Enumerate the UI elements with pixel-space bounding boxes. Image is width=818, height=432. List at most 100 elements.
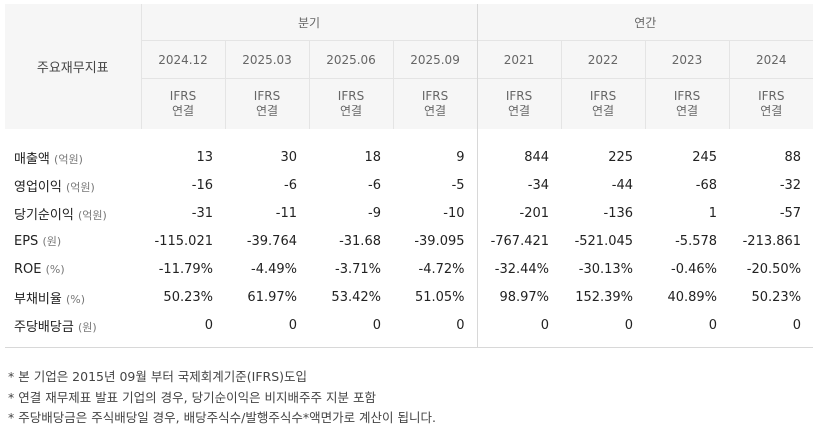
table-cell: -16 (191, 177, 213, 193)
row-label: 주당배당금 (원) (5, 311, 141, 348)
row-unit: (억원) (54, 152, 83, 166)
table-cell: -39.095 (393, 227, 478, 255)
row-unit: (원) (77, 320, 97, 334)
footnote: * 연결 재무제표 발표 기업의 경우, 당기순이익은 비지배주주 지분 포함 (8, 389, 376, 405)
row-unit: (원) (42, 235, 62, 248)
row-label-text: 당기순이익 (14, 207, 74, 223)
table-cell: 245 (692, 149, 718, 165)
row-label: ROE (%) (5, 255, 141, 283)
table-cell: -213.861 (742, 233, 802, 249)
table-cell: 18 (364, 149, 381, 165)
row-label-text: 매출액 (14, 151, 50, 167)
table-cell: -5 (393, 171, 478, 199)
row-unit: (%) (45, 262, 65, 276)
table-cell: 98.97% (499, 289, 550, 305)
row-label-text: EPS (14, 234, 39, 249)
row-label: 당기순이익 (억원) (5, 199, 141, 227)
table-cell: 13 (196, 149, 213, 165)
table-cell: -20.50% (746, 261, 802, 277)
row-label-text: 영업이익 (14, 179, 62, 195)
table-cell: -6 (284, 177, 297, 193)
table-cell: -6 (368, 177, 381, 193)
table-cell: -10 (393, 199, 478, 227)
table-cell: 0 (309, 311, 393, 348)
row-label: EPS (원) (5, 227, 141, 255)
table-cell: -34 (527, 177, 550, 193)
basis-header: IFRS 연결 (477, 78, 562, 129)
table-cell: 0 (225, 311, 309, 348)
period-header: 2022 (560, 40, 646, 79)
table-cell: -201 (519, 205, 550, 221)
footnotes: * 본 기업은 2015년 09월 부터 국제회계기준(IFRS)도입 * 연결… (8, 367, 436, 429)
table-cell: -4.72% (393, 255, 478, 283)
period-header: 2025.03 (224, 40, 309, 79)
table-cell: 53.42% (331, 289, 381, 305)
financial-indicators-table: 주요재무지표 분기 연간 2024.12 2025.03 2025.06 202… (5, 4, 814, 348)
table-cell: 88 (784, 149, 802, 165)
table-cell: 40.89% (667, 289, 718, 305)
table-row: EPS (원) -115.021 -39.764 -31.68 -39.095 -767.… (5, 227, 813, 255)
table-row: 주당배당금 (원) 0 0 0 0 0 0 0 0 (5, 311, 814, 348)
table-row: 당기순이익 (억원) -31 -11 -9 -10 -201 -136 1 -57 (5, 199, 813, 227)
table-cell: 50.23% (163, 289, 213, 305)
basis-header: IFRS 연결 (728, 78, 814, 129)
table-cell: 0 (393, 311, 478, 348)
table-cell: -31.68 (339, 233, 381, 249)
table-cell: -9 (368, 205, 381, 221)
table-cell: -136 (603, 205, 634, 221)
corner-label: 주요재무지표 (5, 4, 142, 129)
table-cell: -4.49% (251, 261, 297, 277)
table-cell: -30.13% (578, 261, 634, 277)
table-cell: 51.05% (393, 283, 478, 311)
table-cell: -767.421 (490, 233, 550, 249)
basis-header: IFRS 연결 (308, 78, 393, 129)
basis-header: IFRS 연결 (141, 78, 225, 129)
table-cell: 0 (477, 311, 562, 348)
table-cell: 30 (280, 149, 297, 165)
table-cell: 0 (729, 311, 814, 348)
table-cell: 844 (524, 149, 550, 165)
group-header-quarterly: 분기 (141, 4, 478, 41)
table-cell: -11.79% (158, 261, 213, 277)
basis-header: IFRS 연결 (560, 78, 646, 129)
table-cell: 9 (393, 129, 478, 171)
table-cell: 61.97% (247, 289, 297, 305)
table-cell: 1 (708, 205, 718, 221)
table-cell: 225 (608, 149, 634, 165)
row-label: 영업이익 (억원) (5, 171, 141, 199)
table-cell: -521.045 (574, 233, 634, 249)
group-header-annual: 연간 (477, 4, 814, 41)
table-cell: -32 (779, 177, 802, 193)
table-row: ROE (%) -11.79% -4.49% -3.71% -4.72% -32.44% -… (5, 255, 813, 283)
table-row: 매출액 (억원) 13 30 18 9 844 225 245 88 (5, 129, 813, 171)
table-cell: -11 (275, 205, 297, 221)
table-cell: -44 (611, 177, 634, 193)
row-label-text: 주당배당금 (14, 319, 74, 335)
row-unit: (억원) (65, 180, 95, 194)
basis-header: IFRS 연결 (392, 78, 478, 129)
row-label-text: ROE (14, 261, 42, 277)
row-label: 매출액 (억원) (5, 129, 141, 171)
table-cell: -32.44% (494, 261, 550, 277)
row-unit: (억원) (77, 208, 107, 222)
table-cell: 0 (141, 311, 225, 348)
period-header: 2023 (644, 40, 730, 79)
basis-header: IFRS 연결 (224, 78, 309, 129)
period-header: 2025.09 (392, 40, 478, 79)
table-cell: -3.71% (335, 261, 381, 277)
period-header: 2021 (477, 40, 562, 79)
period-header: 2024.12 (141, 40, 225, 79)
table-cell: 50.23% (751, 289, 802, 305)
table-cell: -115.021 (154, 233, 213, 249)
period-header: 2024 (728, 40, 814, 79)
footnote: * 본 기업은 2015년 09월 부터 국제회계기준(IFRS)도입 (8, 369, 308, 384)
table-cell: -5.578 (675, 233, 718, 249)
basis-header: IFRS 연결 (644, 78, 730, 129)
table-row: 부채비율 (%) 50.23% 61.97% 53.42% 51.05% 98.97% 15… (5, 283, 813, 311)
table-cell: -68 (695, 177, 718, 193)
row-unit: (%) (65, 292, 86, 306)
footnote: * 주당배당금은 주식배당일 경우, 배당주식수/발행주식수*액면가로 계산이 … (8, 410, 436, 425)
table-cell: -39.764 (246, 233, 297, 249)
table-row: 영업이익 (억원) -16 -6 -6 -5 -34 -44 -68 -32 (5, 171, 813, 199)
